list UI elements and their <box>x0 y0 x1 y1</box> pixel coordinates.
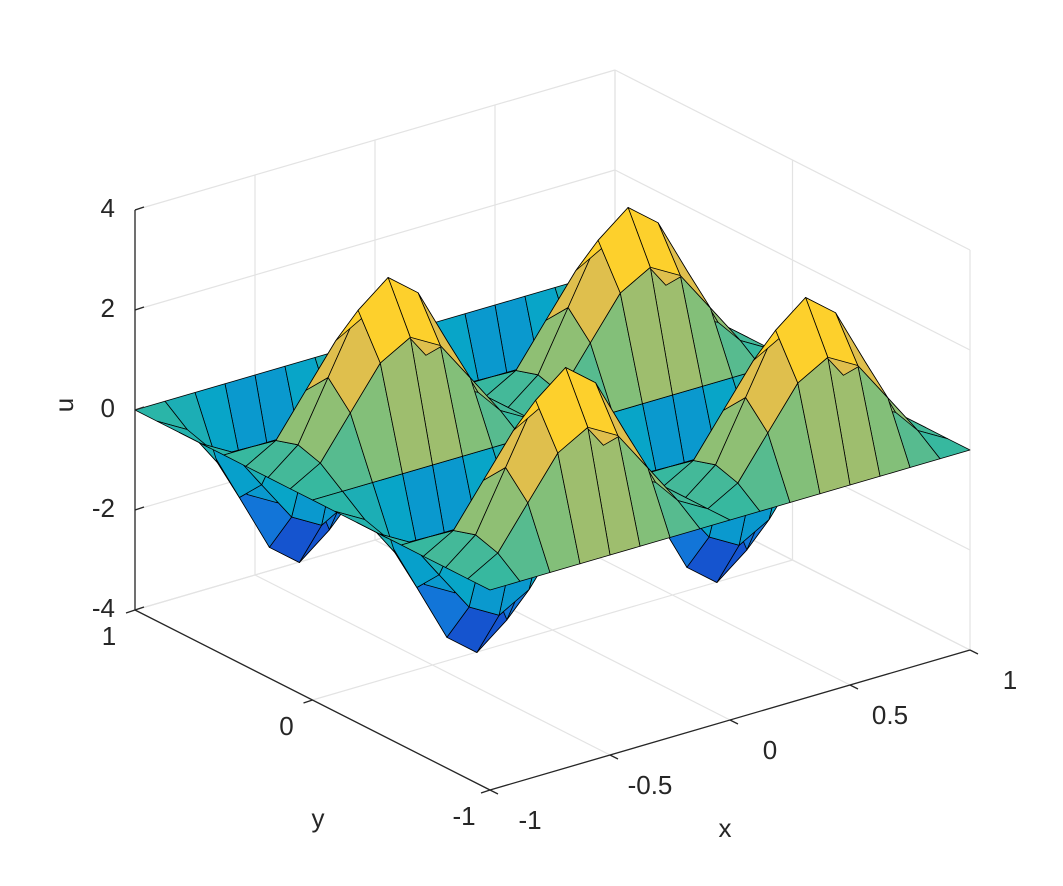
z-axis-label: u <box>49 398 79 412</box>
x-tick <box>729 719 739 725</box>
surface-facet <box>775 297 829 384</box>
z-tick-label: 0 <box>101 393 115 423</box>
z-tick <box>134 606 145 611</box>
y-tick-label: -1 <box>452 801 475 831</box>
x-tick <box>609 754 619 760</box>
y-tick <box>125 609 136 614</box>
x-tick <box>969 649 979 655</box>
y-tick-label: 1 <box>102 621 116 651</box>
grid-line <box>134 69 616 211</box>
surface-facet <box>357 277 411 364</box>
z-tick <box>134 306 145 311</box>
x-tick-label: 0 <box>763 735 777 765</box>
y-tick <box>303 699 313 704</box>
y-tick <box>480 789 491 794</box>
grid-line <box>614 69 971 251</box>
x-tick-label: -0.5 <box>628 770 673 800</box>
z-tick-label: 4 <box>101 193 115 223</box>
x-tick <box>849 684 859 690</box>
grid-line <box>614 169 971 351</box>
z-tick <box>134 206 145 211</box>
x-tick-label: -1 <box>518 805 541 835</box>
z-tick-label: -2 <box>92 493 115 523</box>
grid-line <box>134 169 616 311</box>
z-tick-label: 2 <box>101 293 115 323</box>
surface-facet <box>535 367 589 454</box>
x-tick-label: 0.5 <box>872 700 908 730</box>
y-axis-label: y <box>312 803 325 833</box>
x-tick <box>489 789 499 795</box>
y-tick-label: 0 <box>279 711 293 741</box>
surface <box>134 207 971 653</box>
grid-line <box>312 559 793 701</box>
z-tick <box>134 406 145 411</box>
x-tick-label: 1 <box>1003 665 1017 695</box>
x-axis-label: x <box>719 813 732 843</box>
z-tick <box>134 506 145 511</box>
z-tick-label: -4 <box>92 593 115 623</box>
surface-facet <box>597 207 651 294</box>
